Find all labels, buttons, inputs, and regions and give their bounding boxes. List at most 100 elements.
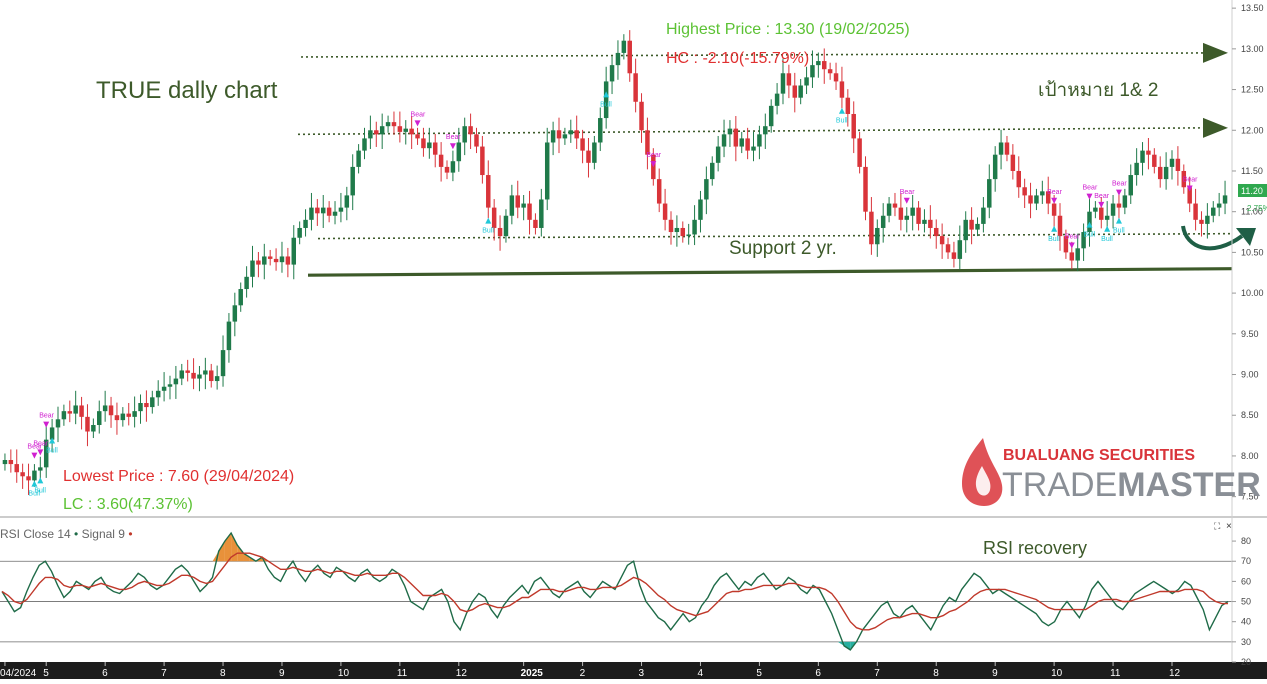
candle-body	[951, 252, 957, 259]
candle-body	[1211, 207, 1216, 216]
candle-body	[55, 419, 61, 428]
candle-body	[863, 166, 868, 212]
bear-signal-label: Bear	[1094, 193, 1109, 200]
candle-body	[303, 219, 308, 228]
candle-body	[1140, 150, 1145, 163]
candle-body	[238, 289, 243, 306]
candle-body	[1157, 166, 1163, 180]
candle-body	[161, 386, 167, 391]
logo-product: TRADEMASTER	[1002, 466, 1261, 504]
price-tick-label: 11.50	[1241, 166, 1263, 176]
candle-body	[14, 464, 19, 473]
last-price-text: 11.20	[1241, 186, 1263, 196]
rsi-tick-label: 50	[1241, 597, 1251, 607]
candle-body	[102, 405, 108, 412]
bear-arrow-icon	[37, 449, 44, 456]
candle-body	[214, 376, 220, 382]
candle-body	[20, 472, 25, 477]
candle-body	[574, 130, 579, 139]
rsi-header-name: RSI Close 14	[0, 527, 71, 541]
candle-body	[998, 142, 1004, 155]
candle-body	[438, 154, 444, 167]
close-icon[interactable]: ×	[1226, 521, 1232, 532]
rebound-arrow-icon	[1181, 225, 1244, 251]
rsi-header-signal: Signal 9	[82, 527, 126, 541]
candle-body	[1034, 195, 1039, 204]
bear-arrow-icon	[1086, 193, 1093, 200]
candle-body	[1016, 170, 1021, 188]
price-tick-label: 10.50	[1241, 247, 1264, 257]
candle-body	[763, 126, 768, 135]
candle-body	[710, 162, 715, 180]
time-tick-label: 9	[279, 668, 285, 679]
candle-body	[267, 256, 273, 259]
price-panel: BullBullBullBullBullBullBullBullBullBull…	[2, 30, 1256, 498]
candle-body	[456, 142, 462, 162]
candle-body	[409, 128, 414, 135]
time-tick-label: 8	[933, 668, 939, 679]
time-tick-label: 6	[102, 668, 108, 679]
hc-label: HC : -2.10(-15.79%)	[666, 50, 809, 67]
candle-body	[85, 416, 90, 432]
candle-body	[509, 195, 515, 216]
candle-body	[556, 130, 562, 139]
candle-body	[945, 244, 951, 253]
candle-body	[209, 370, 214, 382]
candle-body	[480, 146, 485, 176]
time-tick-label: 9	[992, 668, 998, 679]
candle-body	[969, 219, 974, 230]
candle-body	[73, 405, 78, 414]
candle-body	[197, 374, 202, 379]
candle-body	[774, 93, 780, 106]
bear-signal-label: Bear	[39, 413, 54, 420]
candle-body	[315, 207, 320, 214]
candle-body	[374, 130, 379, 135]
time-tick-label: 2025	[521, 668, 544, 679]
bull-arrow-icon	[1086, 221, 1093, 228]
candle-body	[79, 405, 84, 417]
candle-body	[880, 215, 886, 228]
bear-arrow-icon	[414, 120, 421, 127]
candle-body	[521, 203, 526, 208]
candle-body	[26, 476, 31, 481]
candle-body	[1175, 158, 1181, 171]
bull-signal-label: Bull	[34, 487, 46, 494]
bull-signal-label: Bull	[46, 447, 58, 454]
time-tick-label: 5	[43, 668, 49, 679]
time-tick-label: 12	[456, 668, 468, 679]
candle-body	[150, 397, 155, 408]
candle-body	[1205, 215, 1210, 224]
candle-body	[144, 403, 149, 408]
candle-body	[1040, 191, 1045, 196]
candle-body	[403, 128, 408, 132]
candle-body	[810, 65, 815, 78]
candle-body	[185, 370, 190, 373]
price-tick-label: 7.50	[1241, 492, 1259, 502]
candle-body	[1216, 203, 1222, 208]
candle-body	[580, 138, 585, 151]
candle-body	[1128, 175, 1133, 196]
candle-body	[155, 390, 161, 398]
candle-body	[922, 219, 927, 224]
candle-body	[1099, 207, 1104, 220]
rsi-tick-label: 30	[1241, 637, 1251, 647]
candle-body	[875, 227, 880, 245]
bear-arrow-icon	[903, 197, 910, 204]
candle-body	[768, 105, 774, 127]
candle-body	[916, 207, 921, 224]
candle-body	[963, 219, 968, 241]
time-tick-label: 7	[874, 668, 880, 679]
bull-arrow-icon	[603, 91, 610, 98]
candle-body	[250, 260, 255, 277]
candle-body	[8, 460, 14, 465]
candle-body	[639, 101, 644, 131]
candle-body	[309, 207, 314, 220]
expand-icon[interactable]: ⛶	[1213, 521, 1221, 531]
candle-body	[32, 470, 37, 481]
rsi-tick-label: 40	[1241, 617, 1251, 627]
candle-body	[432, 142, 438, 155]
candle-body	[1116, 203, 1122, 208]
bull-signal-label: Bull	[1048, 236, 1060, 243]
